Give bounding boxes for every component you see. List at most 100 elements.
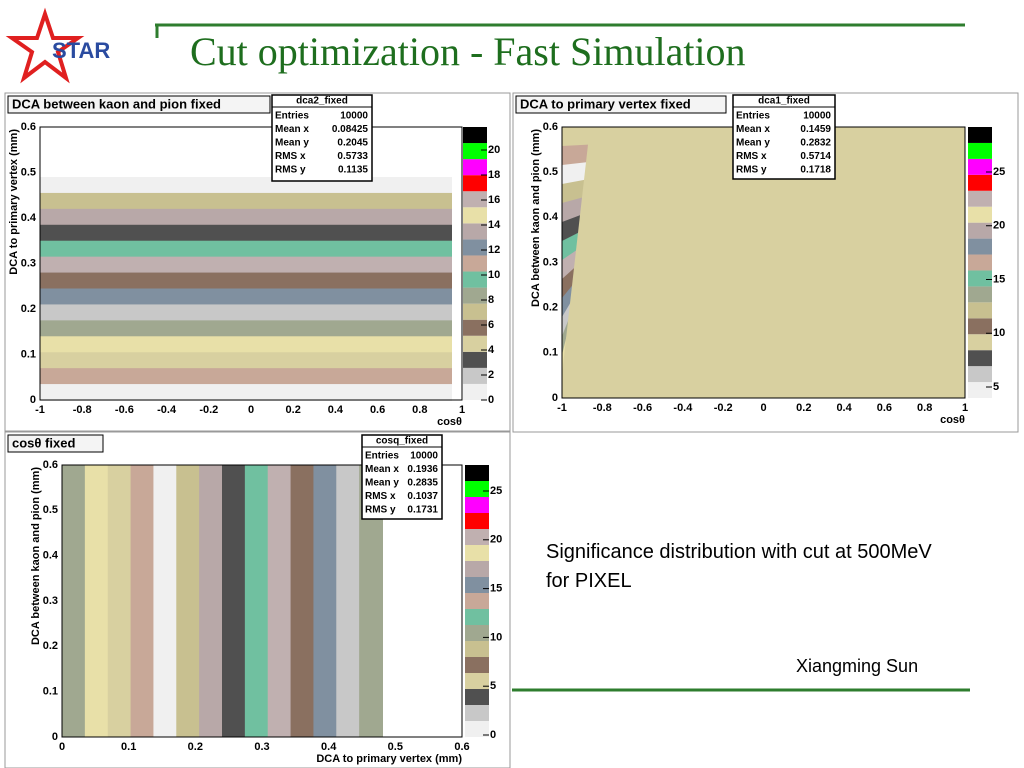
palette-tick-label: 15 bbox=[490, 583, 502, 595]
y-tick-label: 0.3 bbox=[543, 256, 558, 268]
panel-title: DCA between kaon and pion fixed bbox=[12, 96, 221, 111]
palette-tick-label: 10 bbox=[993, 327, 1005, 339]
heatmap-band bbox=[62, 465, 86, 737]
palette-cell bbox=[463, 191, 487, 208]
palette-tick-label: 15 bbox=[993, 273, 1005, 285]
stats-name: dca2_fixed bbox=[296, 96, 348, 107]
x-tick-label: 0.6 bbox=[877, 402, 892, 414]
palette-tick-label: 4 bbox=[488, 344, 495, 356]
stats-name: cosq_fixed bbox=[376, 436, 428, 447]
y-tick-label: 0.4 bbox=[21, 212, 37, 224]
y-tick-label: 0.3 bbox=[43, 595, 58, 607]
palette-cell bbox=[463, 383, 487, 400]
heatmap-band bbox=[40, 192, 452, 210]
palette-cell bbox=[465, 625, 489, 641]
panel-title-box bbox=[7, 434, 104, 453]
heatmap-band bbox=[84, 465, 109, 737]
palette-cell bbox=[465, 721, 489, 737]
palette-cell bbox=[968, 318, 992, 335]
palette-cell bbox=[968, 270, 992, 287]
stats-value: 10000 bbox=[803, 111, 831, 122]
palette-cell bbox=[465, 689, 489, 705]
stats-value: 0.08425 bbox=[332, 124, 369, 135]
palette-cell bbox=[465, 577, 489, 593]
stats-label: RMS y bbox=[275, 165, 306, 176]
heatmap-band bbox=[40, 384, 452, 401]
heatmap-band bbox=[130, 465, 155, 737]
y-tick-label: 0.1 bbox=[21, 348, 36, 360]
stats-value: 0.1037 bbox=[407, 491, 438, 502]
palette-tick-label: 5 bbox=[993, 381, 999, 393]
x-tick-label: 0.2 bbox=[286, 404, 301, 416]
palette-cell bbox=[968, 174, 992, 191]
palette-tick-label: 5 bbox=[490, 680, 496, 692]
stats-label: Mean y bbox=[365, 478, 399, 489]
plot-frame bbox=[39, 126, 463, 401]
x-tick-label: 1 bbox=[962, 402, 968, 414]
palette-tick-label: 0 bbox=[488, 394, 494, 406]
palette-cell bbox=[968, 366, 992, 383]
stats-label: Entries bbox=[275, 111, 309, 122]
x-tick-label: 0.4 bbox=[321, 741, 337, 753]
palette-cell bbox=[968, 350, 992, 367]
x-tick-label: 0.5 bbox=[388, 741, 403, 753]
x-axis-label: DCA to primary vertex (mm) bbox=[316, 753, 462, 765]
heatmap-band bbox=[176, 465, 201, 737]
y-tick-label: 0.1 bbox=[543, 347, 558, 359]
palette-tick-label: 18 bbox=[488, 169, 500, 181]
x-tick-label: 0.6 bbox=[370, 404, 385, 416]
palette-tick-label: 20 bbox=[488, 144, 500, 156]
palette-tick-label: 10 bbox=[490, 631, 502, 643]
palette-cell bbox=[968, 334, 992, 351]
palette-cell bbox=[465, 497, 489, 513]
stats-value: 0.5733 bbox=[337, 151, 368, 162]
palette-tick-label: 20 bbox=[993, 220, 1005, 232]
palette-tick-label: 16 bbox=[488, 194, 500, 206]
palette-cell bbox=[465, 529, 489, 545]
stats-value: 0.1731 bbox=[407, 505, 438, 516]
plot-frame bbox=[61, 464, 463, 738]
palette-tick-label: 8 bbox=[488, 294, 494, 306]
stats-label: RMS y bbox=[365, 505, 396, 516]
slide-title: Cut optimization - Fast Simulation bbox=[190, 29, 746, 74]
y-tick-label: 0.2 bbox=[21, 303, 36, 315]
x-tick-label: 0.8 bbox=[412, 404, 427, 416]
palette-cell bbox=[465, 481, 489, 497]
x-tick-label: 0.6 bbox=[454, 741, 469, 753]
x-tick-label: 0.2 bbox=[188, 741, 203, 753]
x-tick-label: -0.4 bbox=[673, 402, 693, 414]
heatmap bbox=[40, 177, 452, 401]
stats-label: RMS x bbox=[736, 151, 767, 162]
palette-tick-label: 20 bbox=[490, 534, 502, 546]
heatmap-band bbox=[244, 465, 269, 737]
y-axis-label: DCA between kaon and pion (mm) bbox=[30, 467, 42, 645]
y-axis-label: DCA between kaon and pion (mm) bbox=[530, 129, 542, 307]
heatmap-band bbox=[40, 256, 452, 274]
palette-cell bbox=[463, 175, 487, 192]
stats-value: 0.5714 bbox=[800, 151, 831, 162]
palette-cell bbox=[465, 561, 489, 577]
palette-cell bbox=[968, 286, 992, 303]
heatmap-band bbox=[107, 465, 132, 737]
palette-cell bbox=[463, 367, 487, 384]
palette-tick-label: 2 bbox=[488, 369, 494, 381]
x-tick-label: -0.8 bbox=[593, 402, 612, 414]
stats-value: 0.2045 bbox=[337, 138, 368, 149]
x-tick-label: 0.2 bbox=[796, 402, 811, 414]
palette-cell bbox=[465, 673, 489, 689]
stats-value: 0.1459 bbox=[800, 124, 831, 135]
heatmap-band bbox=[562, 127, 965, 398]
palette-cell bbox=[968, 238, 992, 255]
x-tick-label: -1 bbox=[557, 402, 567, 414]
x-tick-label: -0.6 bbox=[115, 404, 134, 416]
y-tick-label: 0.4 bbox=[543, 211, 559, 223]
y-tick-label: 0.4 bbox=[43, 550, 59, 562]
palette-cell bbox=[968, 382, 992, 398]
panel-title: DCA to primary vertex fixed bbox=[520, 96, 691, 111]
palette-cell bbox=[465, 657, 489, 673]
palette-cell bbox=[463, 239, 487, 256]
heatmap-band bbox=[40, 304, 452, 322]
heatmap-band bbox=[40, 177, 452, 194]
heatmap bbox=[62, 465, 383, 737]
